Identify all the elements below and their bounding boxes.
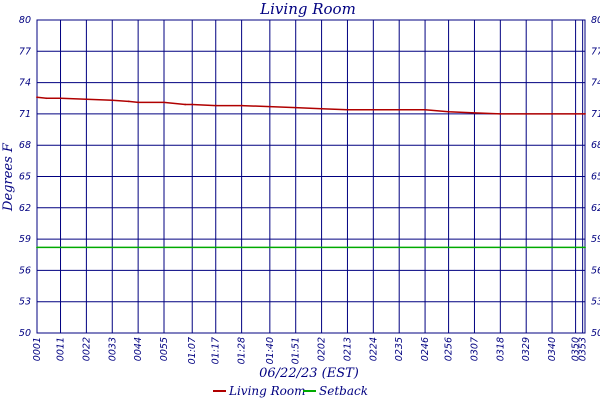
x-tick-label: 0011: [56, 337, 67, 361]
x-axis: 0001 0011 0022 0033 0044 0055 01:07 01:17 01:28 0…: [32, 337, 589, 364]
y-tick-label-right: 59: [591, 234, 600, 245]
y-tick-label-right: 68: [591, 140, 600, 151]
legend: Living Room Setback: [213, 384, 368, 398]
y-tick-label-left: 68: [19, 140, 31, 151]
y-tick-label-right: 50: [591, 328, 600, 339]
y-tick-label-left: 71: [19, 109, 31, 120]
data-point-living-room: [59, 97, 62, 100]
y-tick-label-left: 80: [19, 15, 31, 26]
data-point-living-room: [551, 113, 553, 115]
y-tick-label-right: 56: [591, 265, 600, 276]
y-tick-label-right: 65: [591, 172, 600, 183]
x-tick-label: 0044: [133, 337, 144, 361]
data-point-living-room: [111, 99, 114, 102]
data-point-living-room: [574, 113, 577, 115]
y-tick-label-right: 53: [591, 297, 600, 308]
y-axis-left: 50 53 56 59 62 65 68 71 74 77 80: [19, 15, 31, 339]
x-tick-label: 0202: [317, 337, 328, 361]
data-point-living-room: [85, 98, 88, 101]
y-tick-label-left: 77: [19, 46, 31, 57]
x-tick-label: 0022: [81, 337, 92, 361]
data-point-living-room: [447, 110, 450, 113]
x-tick-label: 0246: [420, 337, 431, 361]
x-tick-label: 0353: [578, 337, 589, 361]
x-tick-label: 0256: [444, 337, 455, 361]
y-tick-label-left: 56: [19, 265, 31, 276]
x-tick-label: 01:07: [187, 337, 198, 364]
y-tick-label-left: 59: [19, 234, 31, 245]
x-tick-label: 0213: [342, 337, 353, 361]
y-tick-label-left: 65: [19, 172, 31, 183]
x-tick-label: 0307: [469, 337, 480, 361]
y-tick-label-right: 74: [591, 78, 600, 89]
y-tick-label-left: 62: [19, 203, 31, 214]
x-tick-label: 01:51: [291, 337, 302, 364]
x-tick-label: 0350: [571, 337, 582, 361]
data-point-living-room: [214, 104, 217, 107]
data-point-living-room: [473, 111, 476, 114]
x-tick-label: 01:17: [211, 337, 222, 364]
data-point-living-room: [584, 113, 586, 115]
data-point-living-room: [294, 106, 297, 109]
x-tick-label: 0055: [159, 337, 170, 361]
data-point-living-room: [346, 108, 349, 111]
data-point-living-room: [320, 107, 323, 110]
x-tick-label: 0329: [521, 337, 532, 361]
x-tick-label: 0340: [547, 337, 558, 361]
data-point-living-room: [45, 97, 48, 100]
data-point-living-room: [499, 113, 502, 115]
data-point-living-room: [191, 103, 194, 106]
legend-label-setback: Setback: [319, 384, 368, 398]
x-tick-label: 0235: [394, 337, 405, 361]
chart-title: Living Room: [259, 0, 356, 18]
y-tick-label-left: 74: [19, 78, 31, 89]
data-point-living-room: [424, 108, 426, 111]
x-tick-label: 01:28: [237, 337, 248, 364]
data-point-living-room: [36, 96, 38, 99]
data-point-living-room: [163, 101, 165, 104]
x-tick-label: 0318: [495, 337, 506, 361]
y-tick-label-right: 77: [591, 46, 600, 57]
data-point-setback: [584, 246, 586, 249]
legend-label-living-room: Living Room: [228, 384, 306, 398]
x-axis-label: 06/22/23 (EST): [259, 366, 359, 381]
data-point-living-room: [398, 108, 401, 111]
data-point-living-room: [240, 104, 243, 107]
data-point-living-room: [525, 113, 528, 115]
data-point-setback: [36, 246, 38, 249]
y-axis-label: Degrees F: [1, 142, 16, 212]
y-tick-label-right: 80: [591, 15, 600, 26]
y-tick-label-left: 53: [19, 297, 31, 308]
x-tick-label: 0001: [32, 337, 43, 361]
y-tick-label-right: 71: [591, 109, 600, 120]
series-layer: [36, 96, 586, 249]
grid: [36, 19, 586, 334]
data-point-living-room: [137, 101, 140, 104]
y-axis-right: 50 53 56 59 62 65 68 71 74 77 80: [591, 15, 600, 339]
x-tick-label: 0224: [368, 337, 379, 361]
series-line-living-room: [36, 96, 585, 115]
x-tick-label: 01:40: [265, 337, 276, 364]
data-point-living-room: [184, 103, 187, 106]
data-point-living-room: [127, 100, 130, 103]
data-point-living-room: [268, 105, 271, 108]
data-point-living-room: [372, 108, 375, 111]
x-tick-label: 0033: [107, 337, 118, 361]
y-tick-label-right: 62: [591, 203, 600, 214]
y-tick-label-left: 50: [19, 328, 31, 339]
